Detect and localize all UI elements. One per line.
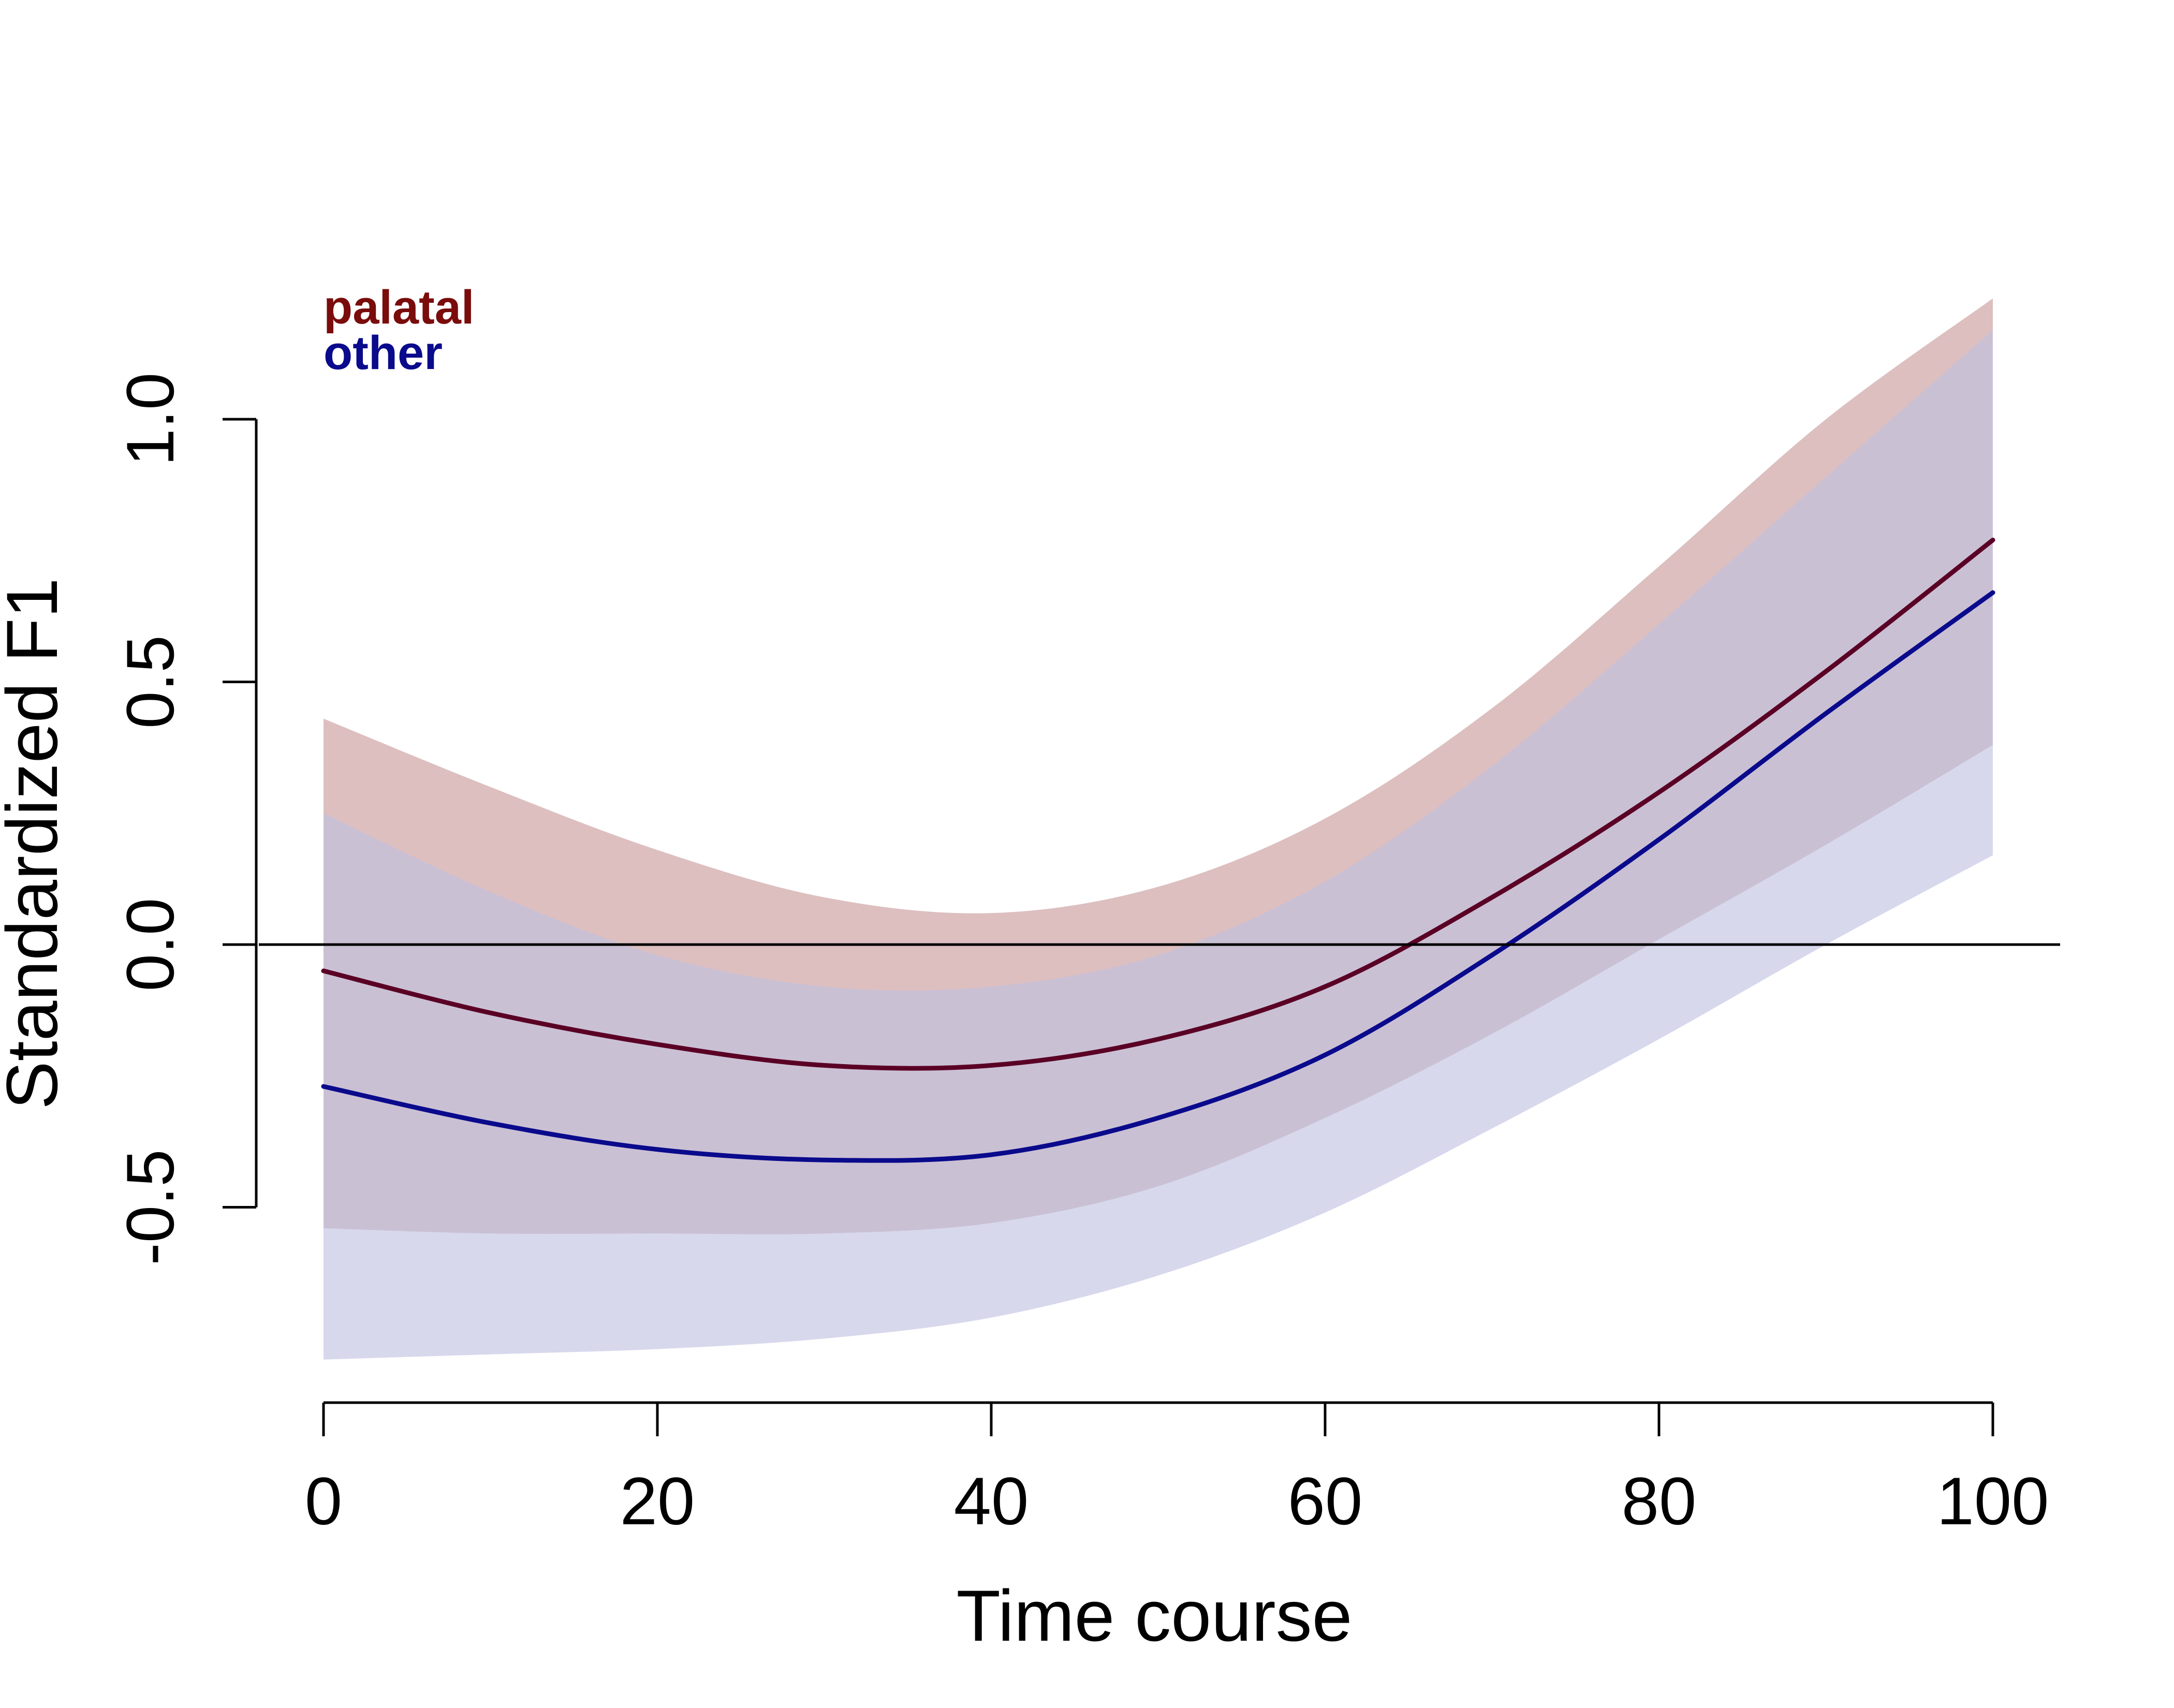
legend-item-other: other [324, 327, 443, 379]
x-tick-label: 100 [1937, 1463, 2049, 1539]
x-tick-label: 20 [620, 1463, 695, 1539]
y-tick-label: 0.5 [112, 635, 188, 729]
y-tick-label: 1.0 [112, 373, 188, 466]
x-tick-label: 40 [954, 1463, 1029, 1539]
y-tick-label: -0.5 [112, 1149, 188, 1265]
x-axis: 0 20 40 60 80 100 [305, 1401, 2049, 1539]
y-tick-label: 0.0 [112, 898, 188, 992]
y-axis-title: Standardized F1 [0, 578, 72, 1109]
fit-lines [321, 537, 1995, 1163]
band-other [324, 330, 1993, 1360]
y-axis: -0.5 0.0 0.5 1.0 [112, 373, 258, 1265]
legend-item-palatal: palatal [324, 281, 474, 334]
line-palatal [321, 537, 1995, 1071]
x-axis-title: Time course [956, 1575, 1352, 1656]
line-other [321, 590, 1995, 1163]
confidence-bands [324, 298, 1993, 1360]
x-tick-label: 0 [305, 1463, 342, 1539]
x-tick-label: 60 [1288, 1463, 1363, 1539]
x-tick-label: 80 [1622, 1463, 1697, 1539]
